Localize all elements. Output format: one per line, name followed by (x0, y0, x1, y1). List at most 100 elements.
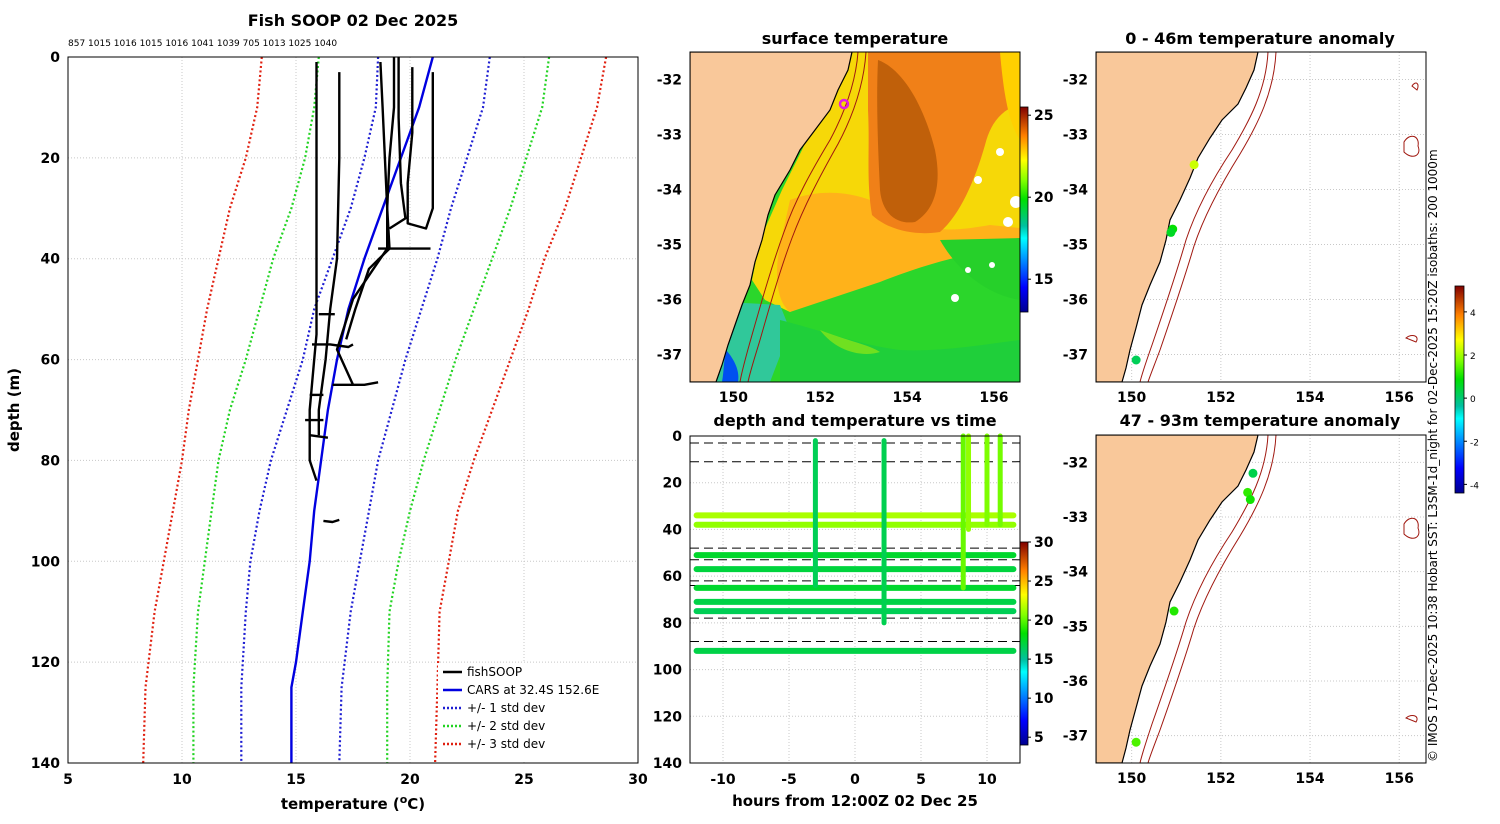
sst-xtick: 152 (806, 390, 835, 406)
ts-xtick: -10 (710, 772, 736, 788)
profile-xtick: 5 (63, 772, 73, 788)
anom2-ytick: -34 (1063, 565, 1089, 581)
timeseries-title: depth and temperature vs time (713, 411, 996, 430)
anom2-land (1096, 435, 1259, 763)
ts-ytick: 80 (663, 616, 683, 632)
anom2-ytick: -33 (1063, 510, 1088, 526)
credit-text: © IMOS 17-Dec-2025 10:38 Hobart SST: L3S… (1426, 149, 1440, 762)
anom2-point (1243, 487, 1253, 497)
anom2-point (1131, 737, 1141, 747)
anom-colorbar-label: -4 (1470, 481, 1479, 491)
ts-ytick: 140 (653, 756, 682, 772)
profile-ytick: 40 (41, 252, 61, 268)
sst-ytick: -32 (657, 73, 682, 89)
profile-series-line (308, 62, 318, 481)
anom-colorbar-label: 0 (1470, 395, 1476, 405)
anom2-point (1248, 468, 1258, 478)
anom2-ytick: -36 (1063, 674, 1088, 690)
ts-colorbar-label: 10 (1034, 691, 1054, 707)
anom1-xtick: 156 (1385, 390, 1414, 406)
ts-xtick: 0 (850, 772, 860, 788)
anom1-xtick: 152 (1206, 390, 1235, 406)
anom1-axes-box (1095, 51, 1427, 383)
profile-series-line (192, 57, 320, 763)
profile-series-line (386, 57, 551, 763)
sst-xtick: 150 (719, 390, 748, 406)
ts-colorbar-label: 30 (1034, 535, 1054, 551)
anom2-ytick: -32 (1063, 455, 1088, 471)
legend-label: +/- 3 std dev (467, 737, 545, 751)
anom1-ytick: -35 (1063, 238, 1088, 254)
sst-panel: surface temperature 150 152 1 (657, 29, 1054, 406)
profile-series-line (406, 67, 434, 230)
sst-colorbar-label: 15 (1034, 272, 1053, 288)
profile-xlabel: temperature (oC) (281, 793, 425, 813)
ts-colorbar-label: 20 (1034, 613, 1054, 629)
legend-label: CARS at 32.4S 152.6E (467, 683, 599, 697)
profile-ytick: 0 (50, 50, 60, 66)
anom1-title: 0 - 46m temperature anomaly (1125, 29, 1395, 48)
anom1-ytick: -37 (1063, 348, 1088, 364)
anomaly-panel-1: 0 - 46m temperature anomaly 150 152 154 156… (1063, 29, 1427, 406)
anom1-point (1131, 355, 1141, 365)
legend-label: fishSOOP (467, 665, 522, 679)
profile-series-line (332, 381, 379, 386)
profile-ytick: 60 (41, 353, 61, 369)
legend-label: +/- 2 std dev (467, 719, 545, 733)
profile-xtick: 25 (514, 772, 533, 788)
sst-ytick: -37 (657, 348, 682, 364)
sst-vessel-marker (838, 98, 850, 110)
sst-ytick: -36 (657, 293, 682, 309)
ts-xtick: 5 (916, 772, 926, 788)
sst-colorbar-label: 20 (1034, 190, 1054, 206)
profile-series-line (388, 57, 407, 230)
ts-colorbar-label: 5 (1034, 730, 1044, 746)
profile-title: Fish SOOP 02 Dec 2025 (248, 11, 458, 30)
profile-ytick: 80 (41, 453, 61, 469)
sst-xtick: 154 (892, 390, 921, 406)
anomaly-colorbar (1454, 285, 1465, 494)
profile-series-line (290, 57, 434, 763)
profile-series-line (309, 434, 329, 439)
sst-colorbar-label: 25 (1034, 108, 1053, 124)
profile-ytick: 100 (31, 554, 60, 570)
profile-series-line (434, 57, 608, 763)
anom1-ytick: -34 (1063, 183, 1089, 199)
sst-land (690, 52, 853, 382)
legend-label: +/- 1 std dev (467, 701, 545, 715)
sst-ytick: -34 (657, 183, 683, 199)
ts-xtick: -5 (781, 772, 797, 788)
sst-title: surface temperature (762, 29, 949, 48)
sst-ytick: -33 (657, 128, 682, 144)
anom2-point (1245, 495, 1255, 505)
profile-series-line (338, 57, 491, 763)
profile-series-line (240, 57, 380, 763)
profile-axes-box (67, 56, 639, 764)
anom1-point (1189, 160, 1199, 170)
sst-map (690, 52, 1020, 382)
ts-ytick: 0 (672, 429, 682, 445)
anom1-land (1096, 52, 1259, 382)
profile-series-line (312, 343, 354, 349)
anom2-ytick: -35 (1063, 619, 1088, 635)
profile-ytick: 120 (31, 655, 60, 671)
timeseries-xlabel: hours from 12:00Z 02 Dec 25 (732, 792, 978, 810)
profile-series-line (323, 518, 340, 524)
anomaly-panel-2: 47 - 93m temperature anomaly 150 152 154 15… (1063, 411, 1427, 787)
profile-xtick: 15 (286, 772, 305, 788)
anom1-ytick: -33 (1063, 128, 1088, 144)
anom2-xtick: 156 (1385, 771, 1414, 787)
anom2-ytick: -37 (1063, 729, 1088, 745)
anom2-point (1169, 606, 1179, 616)
profile-series-line (335, 57, 396, 386)
profile-ytick: 20 (41, 151, 61, 167)
anom2-axes-box (1095, 434, 1427, 764)
anom-colorbar-label: 2 (1470, 352, 1476, 362)
sst-colorbar (1019, 106, 1029, 313)
profile-series-line (317, 72, 341, 436)
anom1-ytick: -36 (1063, 293, 1088, 309)
ts-ytick: 60 (663, 569, 683, 585)
profile-ytick: 140 (31, 756, 60, 772)
anom1-xtick: 154 (1295, 390, 1324, 406)
